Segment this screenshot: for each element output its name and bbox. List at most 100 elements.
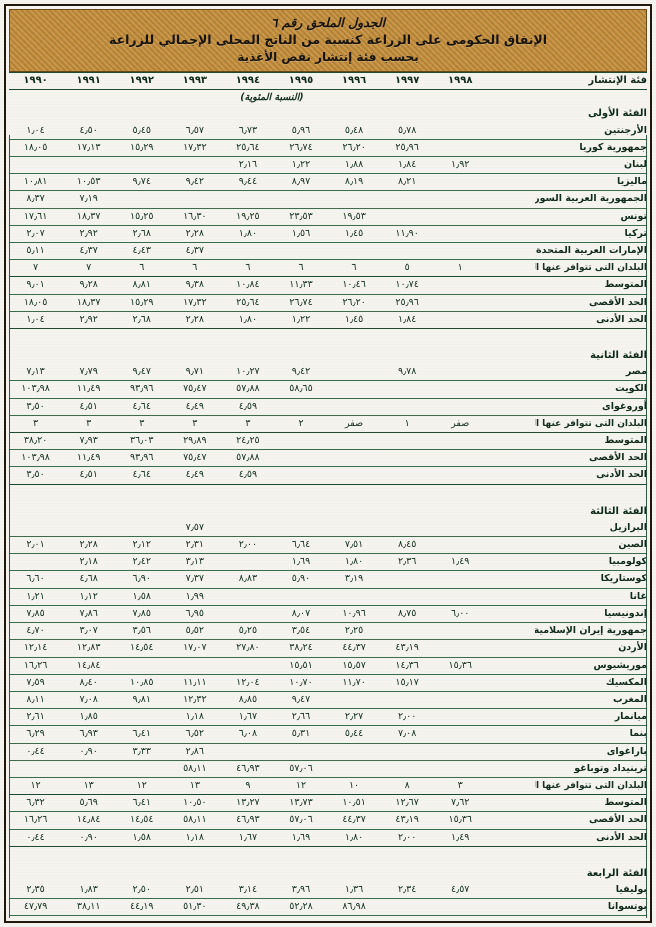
category-spacer [487, 866, 535, 882]
category-blank-١٩٩٨ [434, 106, 487, 122]
maximum-١٩٩٥: ٢٦٫٧٤ [274, 294, 328, 312]
cell-١٩٩٣: ٤٫٣٧ [168, 242, 222, 261]
countries-reporting-label: البلدان التى تتوافر عنها المعلومات [534, 259, 647, 278]
countries-reporting-row: البلدان التى تتوافر عنها المعلومات٣٨١٠١٢… [9, 777, 647, 796]
maximum-١٩٩٧ [380, 449, 434, 468]
country-label: غانا [534, 588, 647, 606]
cell-١٩٩٥: ١٫٦٩ [274, 553, 328, 572]
category-gap [9, 484, 647, 504]
cell-١٩٩٠: ٧٫٥٩ [9, 674, 63, 692]
gap-cell [535, 484, 647, 504]
category-heading-row: الفئة الرابعة [9, 866, 647, 882]
cell-١٩٩٣: ٤٫٤٩ [168, 398, 222, 416]
average-١٩٩٧: ١٠٫٧٤ [380, 276, 434, 295]
cell-١٩٩٦: ٥٫٤٤ [327, 725, 381, 744]
average-١٩٩٥: ١١٫٣٣ [274, 276, 328, 295]
maximum-label: الحد الأقصى [534, 449, 647, 468]
table-row: موريشيوس ١٥٫٣٦ ١٤٫٣٦ ١٥٫٥٧ ١٥٫٥١ ١٤٫٨٤ ١٦٫٢٦ [9, 657, 647, 675]
cell-١٩٩١: ٢٫٩٢ [62, 225, 116, 244]
row-spacer [486, 760, 535, 778]
count-١٩٩٦: ٦ [327, 259, 381, 278]
cell-١٩٩٧: ١٫٨٤ [380, 156, 434, 175]
category-blank-١٩٩٤ [221, 504, 274, 520]
row-spacer [486, 553, 535, 572]
country-label: ترينيداد وتوباغو [534, 760, 647, 778]
cell-١٩٩٨ [433, 674, 487, 692]
cell-١٩٩٦: ١٫٨٨ [327, 156, 381, 175]
cell-١٩٩٨ [433, 364, 487, 382]
minimum-١٩٩٣: ١٫١٨ [168, 829, 222, 847]
minimum-١٩٩٢: ١٫٥٨ [115, 829, 169, 847]
cell-١٩٩٧: ٨٫٢١ [380, 173, 434, 192]
countries-reporting-label: البلدان التى تتوافر عنها المعلومات [534, 777, 647, 796]
cell-١٩٩٠: ٢٫٣٥ [9, 881, 63, 900]
cell-١٩٩١: ٤٫٥١ [62, 398, 116, 416]
count-١٩٩٢: ٣ [115, 415, 169, 434]
country-label: باراغواى [534, 743, 647, 761]
category-blank-١٩٩١ [62, 866, 115, 882]
category-blank-١٩٩٦ [328, 866, 381, 882]
gap-cell [9, 329, 62, 349]
minimum-١٩٩٥: ١٫٦٩ [274, 829, 328, 847]
cell-١٩٩٤: ٢٥٫٦٤ [221, 139, 275, 158]
countries-reporting-label: البلدان التى تتوافر عنها المعلومات [534, 415, 647, 434]
cell-١٩٩٧ [380, 398, 434, 416]
cell-١٩٩٦: ٧٫٥١ [327, 536, 381, 555]
cell-١٩٩٨ [433, 743, 487, 761]
count-١٩٩٦: ١٠ [327, 777, 381, 796]
cell-١٩٩٨ [433, 708, 487, 727]
row-spacer [486, 139, 535, 158]
cell-١٩٩٠: ١٢٫١٤ [9, 639, 63, 658]
maximum-row: الحد الأقصى ٥٧٫٨٨ ٧٥٫٤٧ ٩٣٫٩٦ ١١٫٤٩ ١٠٣٫٩٨ [9, 449, 647, 468]
table-wrapper: فئة الإنتشار ١٩٩٨ ١٩٩٧ ١٩٩٦ ١٩٩٥ ١٩٩٤ ١٩٩٣ ١٩٩٢… [9, 72, 647, 918]
cell-١٩٩٧ [380, 570, 434, 589]
table-row: كوستاريكا ٣٫١٩ ٥٫٩٠ ٨٫٨٣ ٧٫٣٧ ٦٫٩٠ ٤٫٦٨ ٦٫٦٠ [9, 570, 647, 589]
page-inner: الجدول الملحق رقم ٦ الإنفاق الحكومى على … [9, 9, 647, 918]
country-label: بنما [534, 725, 647, 744]
average-١٩٩١: ٩٫٢٨ [62, 276, 116, 295]
count-١٩٩٨: ١ [433, 259, 487, 278]
cell-١٩٩٥: ٨٫٠٧ [274, 605, 328, 624]
minimum-١٩٩٥ [274, 466, 328, 485]
maximum-spacer [486, 811, 535, 830]
right-edge-rule [646, 135, 647, 918]
gap-cell [168, 329, 221, 349]
minimum-١٩٩٠: ٣٫٥٠ [9, 466, 63, 485]
cell-١٩٩٥ [274, 588, 328, 606]
table-body: فئة الإنتشار ١٩٩٨ ١٩٩٧ ١٩٩٦ ١٩٩٥ ١٩٩٤ ١٩٩٣ ١٩٩٢… [9, 72, 647, 918]
cell-١٩٩٢ [115, 760, 169, 778]
cell-١٩٩٠: ٦٫٢٩ [9, 725, 63, 744]
gap-cell [221, 484, 274, 504]
cell-١٩٩٧ [380, 519, 434, 538]
cell-١٩٩١: ٦٫٩٣ [62, 725, 116, 744]
table-row: جمهورية كوريا ٢٥٫٩٦ ٢٦٫٢٠ ٢٦٫٧٤ ٢٥٫٦٤ ١٧٫٣٢ ١٥… [9, 139, 647, 158]
cell-١٩٩٧ [380, 915, 434, 918]
cell-١٩٩٧: ٥٫٧٨ [380, 122, 434, 140]
country-label: تونس [534, 208, 647, 226]
cell-١٩٩١: ٤٫٥٠ [62, 122, 116, 140]
count-١٩٩٠: ٣ [9, 415, 63, 434]
minimum-١٩٩٨: ١٫٤٩ [433, 829, 487, 847]
table-row: الأرجنتين ٥٫٧٨ ٥٫٤٨ ٥٫٩٦ ٦٫٧٣ ٦٫٥٧ ٥٫٤٥ ٤٫٥٠ ١٫٠… [9, 122, 647, 140]
gap-cell [535, 329, 647, 349]
category-blank-١٩٩٢ [115, 504, 168, 520]
table-row: الجمهورية العربية السورية ٧٫١٩ ٨٫٣٧ [9, 190, 647, 209]
cell-١٩٩٢: ٦٫٩٠ [115, 570, 169, 589]
cell-١٩٩٥: ٥٫٣١ [274, 725, 328, 744]
cell-١٩٩٥: ١٥٫٥١ [274, 657, 328, 675]
cell-١٩٩٤: ٤٫٥٩ [221, 398, 275, 416]
cell-١٩٩٥: ٥٧٫٠٦ [274, 760, 328, 778]
count-١٩٩٥: ٢ [274, 415, 328, 434]
cell-١٩٩٨ [433, 398, 487, 416]
table-row: بوركينا فاسو ٢٫٥٤٢٫٦٣٢٫٤١٢٫٧٩ [9, 915, 647, 918]
cell-١٩٩٦: ٢٦٫٢٠ [327, 139, 381, 158]
table-row: الكويت ٥٨٫٦٥ ٥٧٫٨٨ ٧٥٫٤٧ ٩٣٫٩٦ ١١٫٤٩ ١٠٣٫٩٨ [9, 380, 647, 399]
row-spacer [486, 639, 535, 658]
minimum-١٩٩٨ [433, 466, 487, 485]
cell-١٩٩٤: ١٫٦٧ [221, 708, 275, 727]
gap-cell [434, 484, 487, 504]
cell-١٩٩٨ [433, 242, 487, 261]
minimum-١٩٩٤: ١٫٦٧ [221, 829, 275, 847]
average-١٩٩٢: ٨٫٨١ [115, 276, 169, 295]
